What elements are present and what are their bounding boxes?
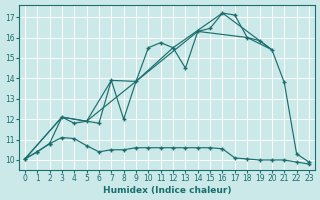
X-axis label: Humidex (Indice chaleur): Humidex (Indice chaleur): [103, 186, 231, 195]
